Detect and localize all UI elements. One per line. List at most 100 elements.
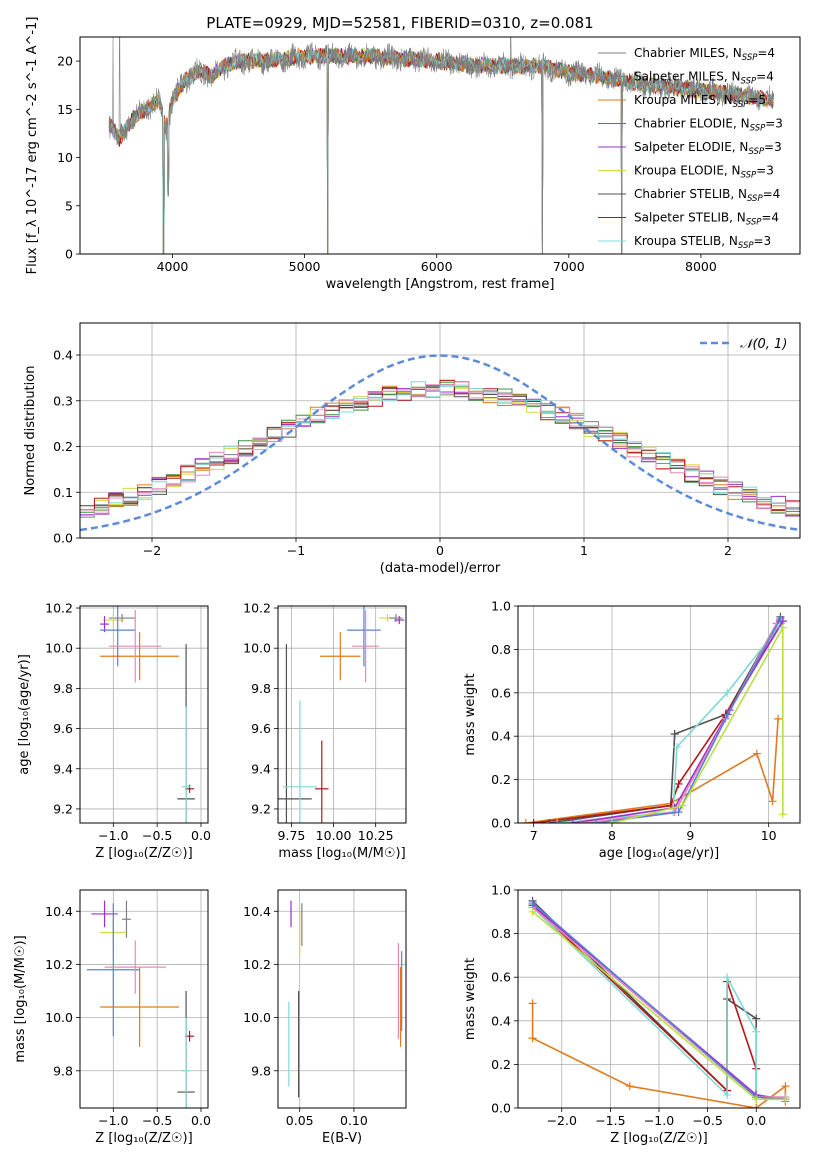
y-tick-label: 10.0 — [243, 1010, 271, 1025]
weight_vs_Z-plot-area — [528, 896, 790, 1108]
weight-marker — [528, 907, 537, 916]
weight_vs_Z-axes: −2.0 −1.5 −1.0 −0.5 0.0 0.0 0.2 0.4 0.6 0.8 1.0 Z [… — [463, 883, 800, 1146]
histogram-step — [80, 381, 800, 516]
x-axis-label: Z [log₁₀(Z/Z☉)] — [610, 1131, 707, 1146]
x-tick-label: −0.5 — [692, 1113, 722, 1128]
x-tick-label: 0.0 — [191, 1113, 211, 1128]
x-tick-label: 5000 — [289, 259, 321, 274]
y-tick-label: 0.2 — [491, 1057, 511, 1072]
spectrum-frame — [79, 36, 801, 255]
x-tick-label: 0 — [436, 543, 444, 558]
x-axis-label: E(B-V) — [322, 1131, 362, 1146]
y-tick-label: 9.8 — [251, 681, 271, 696]
weight-marker — [592, 819, 601, 823]
y-tick-label: 9.8 — [53, 1063, 73, 1078]
age_vs_mass-frame — [277, 605, 407, 824]
weight-marker — [776, 615, 785, 624]
mass_vs_EBV-frame — [277, 889, 407, 1109]
weight-line — [549, 616, 782, 823]
y-tick-label: 9.4 — [53, 761, 73, 776]
weight-marker — [528, 1034, 537, 1043]
y-tick-label: 9.6 — [251, 721, 271, 736]
weight-marker — [608, 819, 616, 823]
y-axis-label: age [log₁₀(age/yr)] — [17, 654, 32, 775]
x-tick-label: 9 — [686, 828, 694, 843]
x-tick-label: 8000 — [685, 259, 717, 274]
weight-marker — [774, 714, 783, 723]
weight_vs_age-plot-area — [521, 612, 787, 823]
weight-marker — [553, 819, 562, 823]
y-axis-label: mass weight — [463, 673, 478, 755]
age_vs_mass-axes: 9.75 10.00 10.25 9.2 9.4 9.6 9.8 10.0 10.2 mass [… — [243, 601, 406, 861]
x-axis-label: age [log₁₀(age/yr)] — [599, 846, 720, 861]
y-tick-label: 0.6 — [491, 685, 511, 700]
histogram-step — [80, 379, 800, 511]
legend-entry: Salpeter MILES, NSSP=4 — [634, 70, 774, 87]
mass_vs_Z-axes: −1.0 −0.5 0.0 9.8 10.0 10.2 10.4 Z [log₁₀(Z/Z☉)… — [13, 890, 211, 1146]
mass_vs_Z-plot-area — [87, 900, 195, 1108]
x-tick-label: 10.25 — [358, 828, 394, 843]
y-tick-label: 10.4 — [45, 904, 73, 919]
weight-marker — [528, 899, 537, 908]
y-tick-label: 10.0 — [45, 1010, 73, 1025]
x-tick-label: 4000 — [157, 259, 189, 274]
y-tick-label: 0.6 — [491, 970, 511, 985]
weight-marker — [778, 810, 787, 819]
spectrum-line — [108, 37, 774, 254]
x-tick-label: 10 — [761, 828, 777, 843]
weight-marker — [723, 1090, 732, 1099]
x-tick-label: −1 — [287, 543, 305, 558]
y-tick-label: 10.0 — [243, 641, 271, 656]
age_vs_mass-plot-area — [278, 606, 405, 823]
weight_vs_age-axes: 7 8 9 10 0.0 0.2 0.4 0.6 0.8 1.0 age [log₁₀(age/yr… — [463, 599, 800, 861]
x-tick-label: 0.0 — [746, 1113, 766, 1128]
weight-marker — [752, 749, 761, 758]
y-tick-label: 9.4 — [251, 761, 271, 776]
x-tick-label: 10.00 — [316, 828, 352, 843]
y-tick-label: 0.1 — [53, 485, 73, 500]
y-tick-label: 10.2 — [243, 601, 271, 616]
y-tick-label: 10.2 — [45, 601, 73, 616]
weight-marker — [752, 1027, 761, 1036]
weight-marker — [674, 808, 683, 817]
x-axis-label: (data-model)/error — [380, 561, 501, 576]
legend-entry: Kroupa MILES, NSSP=5 — [634, 93, 766, 110]
age_vs_Z-frame — [79, 605, 209, 824]
x-tick-label: −1.0 — [98, 1113, 128, 1128]
weight-line — [572, 620, 784, 823]
weight-marker — [752, 1104, 761, 1108]
x-tick-label: 1 — [580, 543, 588, 558]
spectrum-legend: Chabrier MILES, NSSP=4 Salpeter MILES, NS… — [598, 46, 783, 251]
x-tick-label: −1.0 — [98, 828, 128, 843]
x-tick-label: −0.5 — [142, 1113, 172, 1128]
y-axis-label: mass [log₁₀(M/M☉)] — [13, 935, 28, 1062]
y-tick-label: 20 — [57, 54, 73, 69]
weight-marker — [768, 797, 777, 806]
y-tick-label: 15 — [57, 102, 73, 117]
mass_vs_EBV-plot-area — [288, 900, 403, 1098]
y-tick-label: 9.2 — [53, 801, 73, 816]
age_vs_Z-plot-area — [100, 606, 195, 823]
weight-marker — [752, 1095, 761, 1104]
x-tick-label: 0.05 — [286, 1113, 314, 1128]
weight-line — [533, 620, 784, 823]
y-tick-label: 10.0 — [45, 641, 73, 656]
x-tick-label: 8 — [608, 828, 616, 843]
legend-entry: Chabrier MILES, NSSP=4 — [634, 46, 775, 63]
spectrum-axes: 4000 5000 6000 7000 8000 0 5 10 15 20 wavelength [… — [25, 17, 717, 292]
y-axis-label: mass weight — [463, 958, 478, 1040]
weight-marker — [528, 999, 537, 1008]
weight-marker — [678, 801, 687, 810]
weight-marker — [674, 779, 683, 788]
weight-line — [596, 618, 782, 823]
y-axis-label: Flux [f_λ 10^-17 erg cm^-2 s^-1 A^-1] — [25, 17, 40, 275]
weight-marker — [529, 819, 538, 823]
weight-marker — [670, 730, 679, 739]
x-tick-label: 9.75 — [278, 828, 306, 843]
y-tick-label: 10 — [57, 150, 73, 165]
weight-marker — [723, 973, 732, 982]
weight_vs_Z-frame — [517, 889, 801, 1109]
x-axis-label: Z [log₁₀(Z/Z☉)] — [95, 846, 192, 861]
weight-marker — [723, 688, 732, 697]
y-tick-label: 5 — [65, 198, 73, 213]
